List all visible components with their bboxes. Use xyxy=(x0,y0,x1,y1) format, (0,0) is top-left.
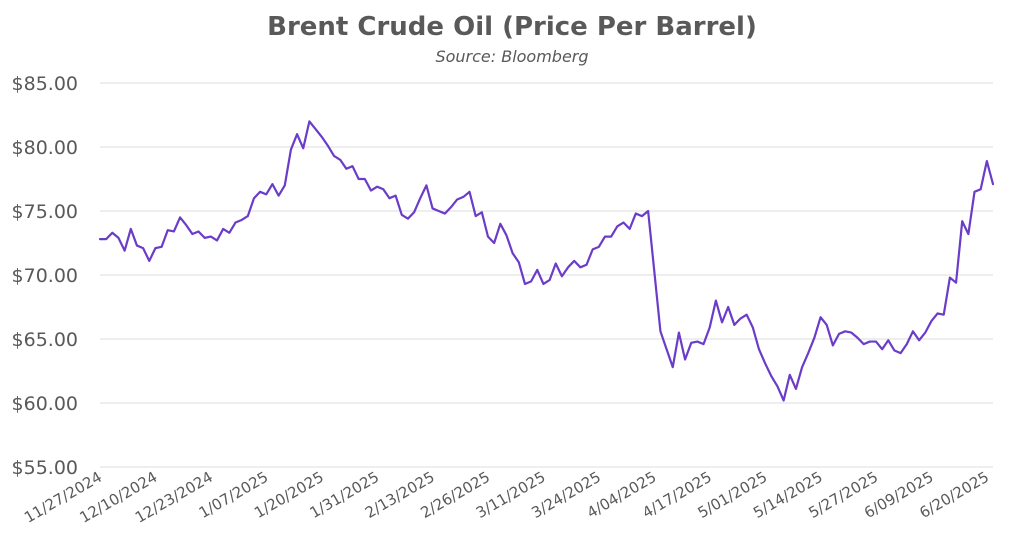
y-tick-label: $75.00 xyxy=(12,201,78,223)
gridlines xyxy=(100,82,993,468)
y-axis-ticks: $85.00 $80.00 $75.00 $70.00 $65.00 $60.00 $55.… xyxy=(12,73,78,479)
y-tick-label: $65.00 xyxy=(12,329,78,351)
y-tick-label: $60.00 xyxy=(12,393,78,415)
chart-title: Brent Crude Oil (Price Per Barrel) xyxy=(267,12,757,42)
y-tick-label: $85.00 xyxy=(12,73,78,95)
y-tick-label: $70.00 xyxy=(12,265,78,287)
chart-subtitle: Source: Bloomberg xyxy=(435,47,588,66)
y-tick-label: $55.00 xyxy=(12,457,78,479)
x-axis-ticks: 11/27/202412/10/202412/23/20241/07/20251… xyxy=(21,468,992,527)
y-tick-label: $80.00 xyxy=(12,137,78,159)
series-line xyxy=(98,120,995,402)
series-layer xyxy=(98,120,995,402)
